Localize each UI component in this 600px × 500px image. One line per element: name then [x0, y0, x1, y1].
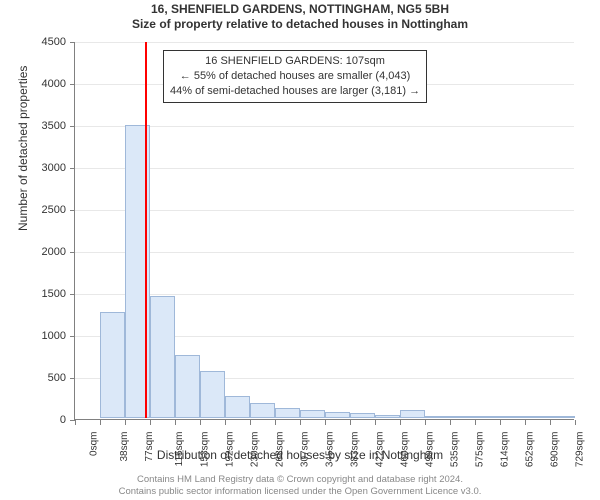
histogram-bar	[275, 408, 300, 418]
title-address: 16, SHENFIELD GARDENS, NOTTINGHAM, NG5 5…	[0, 2, 600, 17]
footer-line-1: Contains HM Land Registry data © Crown c…	[0, 474, 600, 486]
histogram-bar	[550, 416, 575, 418]
histogram-bar	[175, 355, 200, 418]
x-tick-mark	[200, 420, 201, 425]
y-tick-mark	[70, 210, 75, 211]
y-tick-label: 500	[16, 372, 66, 384]
y-tick-mark	[70, 294, 75, 295]
histogram-bar	[400, 410, 425, 418]
x-tick-mark	[375, 420, 376, 425]
y-tick-mark	[70, 84, 75, 85]
x-tick-mark	[475, 420, 476, 425]
x-tick-mark	[75, 420, 76, 425]
histogram-bar	[475, 416, 500, 418]
x-tick-mark	[150, 420, 151, 425]
x-tick-mark	[400, 420, 401, 425]
y-tick-label: 1000	[16, 330, 66, 342]
x-tick-mark	[350, 420, 351, 425]
y-tick-label: 4500	[16, 36, 66, 48]
x-tick-mark	[300, 420, 301, 425]
histogram-bar	[525, 416, 550, 418]
chart-outer: 0500100015002000250030003500400045000sqm…	[74, 42, 574, 420]
y-tick-label: 4000	[16, 78, 66, 90]
legend-box: 16 SHENFIELD GARDENS: 107sqm ← 55% of de…	[163, 50, 427, 103]
y-tick-mark	[70, 378, 75, 379]
x-tick-mark	[325, 420, 326, 425]
y-tick-label: 1500	[16, 288, 66, 300]
x-tick-mark	[550, 420, 551, 425]
chart-container: 16, SHENFIELD GARDENS, NOTTINGHAM, NG5 5…	[0, 0, 600, 500]
y-tick-mark	[70, 126, 75, 127]
footer-line-2: Contains public sector information licen…	[0, 486, 600, 498]
y-tick-mark	[70, 42, 75, 43]
histogram-bar	[450, 416, 475, 418]
x-tick-mark	[425, 420, 426, 425]
x-tick-mark	[250, 420, 251, 425]
legend-line-1: 16 SHENFIELD GARDENS: 107sqm	[170, 54, 420, 69]
histogram-bar	[300, 410, 325, 418]
x-tick-mark	[575, 420, 576, 425]
legend-line-3: 44% of semi-detached houses are larger (…	[170, 84, 420, 99]
x-tick-mark	[450, 420, 451, 425]
histogram-bar	[325, 412, 350, 418]
footer: Contains HM Land Registry data © Crown c…	[0, 474, 600, 498]
y-tick-mark	[70, 168, 75, 169]
y-tick-label: 3500	[16, 120, 66, 132]
histogram-bar	[225, 396, 250, 418]
x-axis-title: Distribution of detached houses by size …	[0, 448, 600, 462]
title-subtitle: Size of property relative to detached ho…	[0, 17, 600, 32]
grid-line	[75, 42, 574, 43]
x-tick-mark	[275, 420, 276, 425]
highlight-line	[145, 42, 147, 418]
y-tick-label: 2500	[16, 204, 66, 216]
histogram-bar	[250, 403, 275, 418]
legend-line-2: ← 55% of detached houses are smaller (4,…	[170, 69, 420, 84]
histogram-bar	[375, 415, 400, 418]
histogram-bar	[425, 416, 450, 418]
x-tick-mark	[100, 420, 101, 425]
histogram-bar	[350, 413, 375, 418]
histogram-bar	[100, 312, 125, 418]
y-tick-label: 3000	[16, 162, 66, 174]
y-tick-label: 2000	[16, 246, 66, 258]
x-tick-mark	[175, 420, 176, 425]
x-tick-mark	[500, 420, 501, 425]
y-tick-mark	[70, 336, 75, 337]
x-tick-mark	[525, 420, 526, 425]
y-tick-mark	[70, 252, 75, 253]
histogram-bar	[500, 416, 525, 418]
title-block: 16, SHENFIELD GARDENS, NOTTINGHAM, NG5 5…	[0, 2, 600, 32]
histogram-bar	[150, 296, 175, 418]
x-tick-mark	[225, 420, 226, 425]
y-tick-label: 0	[16, 414, 66, 426]
x-tick-mark	[125, 420, 126, 425]
histogram-bar	[200, 371, 225, 418]
